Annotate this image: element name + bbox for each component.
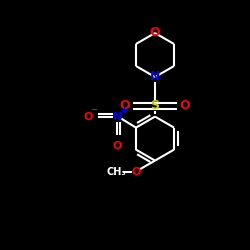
Text: O: O <box>150 26 160 40</box>
Text: +: + <box>120 106 127 115</box>
Text: O: O <box>180 99 190 112</box>
Text: N: N <box>150 70 160 84</box>
Text: S: S <box>150 99 160 112</box>
Text: O: O <box>132 166 141 176</box>
Text: O: O <box>112 140 122 150</box>
Text: N: N <box>112 112 122 122</box>
Text: O: O <box>120 99 130 112</box>
Text: CH₃: CH₃ <box>107 166 126 176</box>
Text: −: − <box>90 105 97 114</box>
Text: O: O <box>84 112 93 122</box>
